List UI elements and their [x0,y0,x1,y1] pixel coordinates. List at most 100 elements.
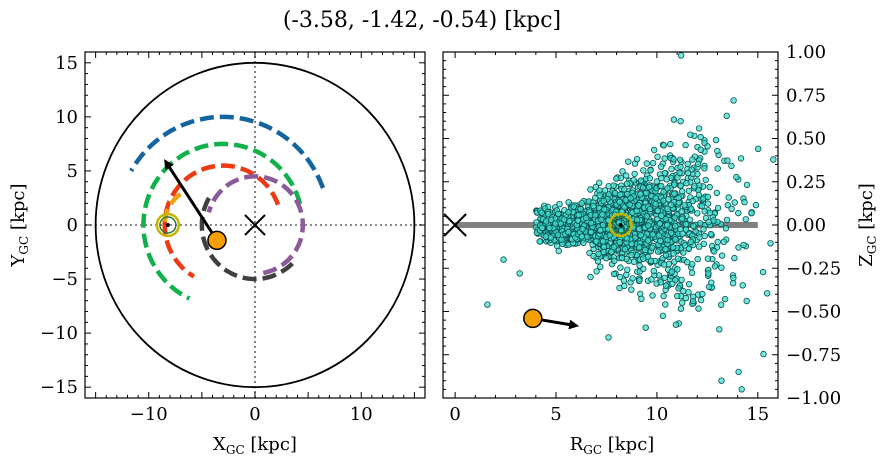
star-point [677,117,684,125]
star-point [624,190,631,198]
star-point [597,226,604,234]
star-point [554,231,562,238]
star-point [659,312,667,319]
star-point [678,276,685,283]
star-point [539,224,546,231]
star-point [677,305,685,312]
star-point [711,263,719,270]
star-point [737,155,745,162]
star-point [660,188,667,196]
star-point [677,52,685,59]
star-point [629,275,636,282]
star-point [669,280,676,287]
star-point [600,243,608,251]
star-point [661,274,668,282]
star-point [704,193,712,201]
star-point [651,146,658,154]
star-point [700,226,707,233]
star-point [565,208,572,216]
star-point [674,292,681,300]
star-point [683,179,690,187]
star-point [649,292,656,299]
star-point [735,368,742,376]
star-point [628,251,635,259]
star-point [706,209,714,217]
star-point [716,326,723,333]
star-point [718,264,725,271]
right-y-tick-label: 0.00 [786,215,826,236]
star-point [657,279,664,286]
star-point [725,194,732,201]
right-y-tick-label: 0.50 [786,129,826,150]
star-point [578,200,585,207]
star-point [689,197,696,205]
star-point [660,261,668,268]
star-point [701,139,708,147]
star-point [636,244,643,251]
left-y-tick-label: 10 [55,107,78,128]
orbit-arc-3 [162,163,281,279]
star-point [516,270,523,277]
star-point [705,283,713,291]
star-point [599,221,607,229]
star-point [621,282,628,290]
star-point [605,334,612,341]
star-point [706,183,713,191]
star-point [662,282,670,289]
star-point [700,240,708,248]
star-point [677,182,684,189]
orbit-arc-6 [162,192,182,223]
star-point [678,208,685,215]
star-point [743,181,751,189]
left-x-tick-label: 10 [350,404,373,425]
star-point [685,281,693,288]
star-point [578,233,585,240]
right-y-tick-label: 0.25 [786,172,826,193]
star-point [677,156,684,163]
star-point [676,169,683,177]
star-point [593,238,600,245]
star-point [500,256,507,263]
star-point [679,299,686,306]
star-point [679,215,686,222]
star-point [648,244,656,251]
star-point [731,199,738,206]
star-point [538,209,545,216]
star-point [652,195,659,202]
star-point [701,165,708,172]
star-point [628,240,635,247]
star-point [587,219,595,227]
sun-outer-ring [155,212,181,238]
star-point [667,140,674,148]
star-point [633,207,640,215]
star-point [635,225,643,233]
star-point [694,177,701,184]
star-point [674,255,682,262]
star-point [655,272,663,279]
star-point [697,146,704,153]
star-point [675,194,682,202]
star-point [654,207,661,214]
star-point [740,241,747,249]
sun-outer-ring-rz [608,212,633,238]
star-point [712,136,720,144]
star-point [635,202,642,209]
star-point [611,257,618,264]
star-point [714,238,721,246]
star-point [664,221,671,229]
star-point [694,160,702,168]
star-point [649,159,657,167]
star-point [743,297,750,305]
star-point [610,243,618,251]
star-point [662,245,669,253]
sun-inner-ring-rz [611,216,630,234]
star-point [714,204,722,212]
star-point [682,221,690,228]
star-point [690,222,697,230]
star-point [623,172,630,179]
star-point [644,237,652,244]
object-marker-rz [523,308,543,329]
star-point [664,205,671,213]
star-point [671,190,678,197]
star-point [565,199,572,206]
